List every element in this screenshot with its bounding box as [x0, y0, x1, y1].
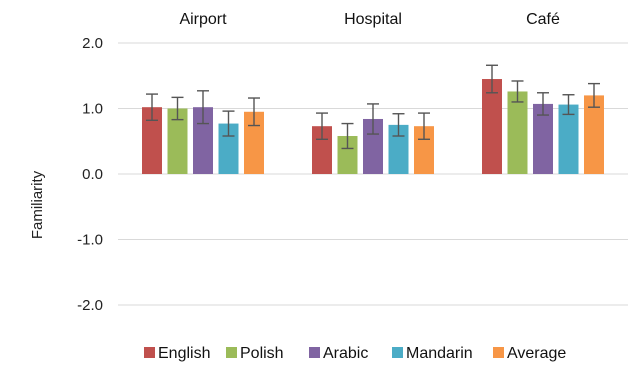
error-bar: [588, 82, 600, 108]
bar: [482, 79, 502, 174]
error-bar: [316, 112, 328, 140]
bar: [507, 91, 528, 174]
bar: [584, 95, 604, 174]
error-bar: [171, 96, 184, 121]
legend-item: Mandarin: [392, 345, 473, 362]
y-axis-title: Familiarity: [29, 170, 46, 239]
category-label: Airport: [179, 11, 227, 28]
bar: [167, 108, 188, 174]
bars: [142, 79, 604, 174]
legend-label: English: [158, 345, 210, 362]
legend-label: Average: [507, 345, 566, 362]
error-bar: [197, 90, 209, 125]
legend-label: Arabic: [323, 345, 368, 362]
bar: [533, 103, 553, 174]
error-bar: [486, 64, 498, 94]
category-label: Hospital: [344, 11, 402, 28]
legend-swatch: [144, 347, 155, 358]
bar: [388, 124, 409, 174]
y-tick-label: -1.0: [77, 232, 103, 249]
legend-label: Polish: [240, 345, 284, 362]
legend-swatch: [309, 347, 320, 358]
category-label: Café: [526, 11, 560, 28]
y-axis-ticks: 2.0 1.0 0.0 -1.0 -2.0: [77, 35, 103, 314]
legend-item: English: [144, 345, 210, 362]
error-bar: [248, 97, 260, 127]
bar: [414, 126, 434, 174]
bar: [363, 118, 383, 174]
legend-swatch: [493, 347, 504, 358]
error-bar: [146, 93, 158, 121]
y-tick-label: 2.0: [82, 35, 103, 52]
error-bars: [146, 64, 600, 150]
legend: English Polish Arabic Mandarin Average: [144, 345, 566, 362]
bar: [244, 111, 264, 174]
y-tick-label: -2.0: [77, 297, 103, 314]
bar: [558, 104, 579, 174]
legend-item: Polish: [226, 345, 284, 362]
error-bar: [341, 122, 354, 150]
bar: [142, 107, 162, 174]
legend-item: Average: [493, 345, 566, 362]
y-tick-label: 1.0: [82, 101, 103, 118]
error-bar: [537, 92, 549, 116]
error-bar: [511, 80, 524, 103]
category-labels: Airport Hospital Café: [179, 11, 560, 28]
error-bar: [392, 113, 405, 137]
legend-swatch: [392, 347, 403, 358]
legend-label: Mandarin: [406, 345, 473, 362]
legend-item: Arabic: [309, 345, 368, 362]
legend-swatch: [226, 347, 237, 358]
y-tick-label: 0.0: [82, 166, 103, 183]
error-bar: [222, 110, 235, 137]
bar: [337, 136, 358, 174]
bar: [312, 126, 332, 174]
error-bar: [367, 103, 379, 135]
error-bar: [418, 112, 430, 140]
error-bar: [562, 94, 575, 116]
